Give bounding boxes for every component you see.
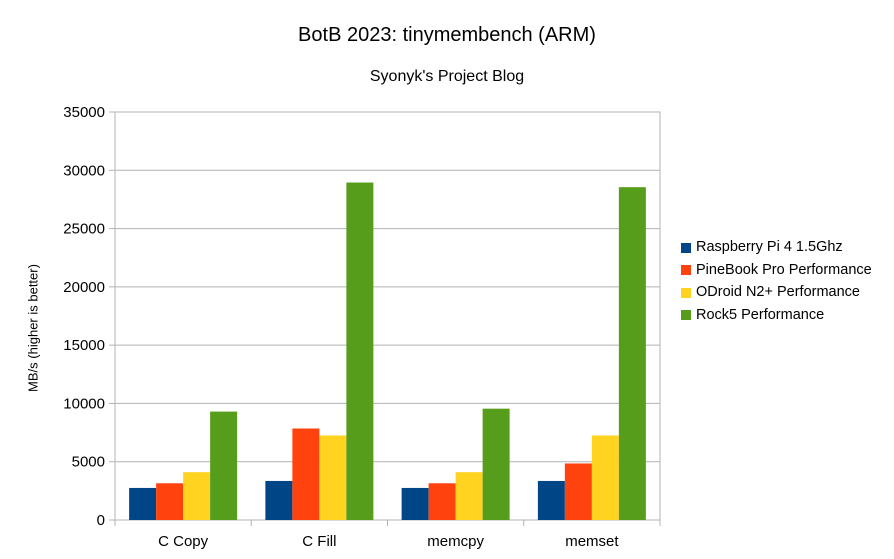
bar-c-fill-series-3	[346, 182, 374, 521]
y-tick-label: 15000	[63, 337, 105, 354]
y-tick-label: 0	[97, 512, 105, 529]
legend-label: ODroid N2+ Performance	[696, 284, 860, 300]
y-tick-label: 20000	[63, 279, 105, 296]
legend-item: ODroid N2+ Performance	[681, 281, 872, 304]
legend-swatch	[681, 242, 691, 253]
x-tick-label: memset	[565, 533, 619, 550]
legend-item: PineBook Pro Performance	[681, 259, 872, 282]
bar-c-copy-series-0	[129, 487, 157, 520]
bar-c-fill-series-2	[319, 435, 347, 520]
legend: Raspberry Pi 4 1.5Ghz PineBook Pro Perfor…	[681, 236, 872, 326]
bar-c-fill-series-1	[292, 428, 320, 520]
chart-title: BotB 2023: tinymembench (ARM)	[298, 24, 596, 46]
bar-memcpy-series-0	[401, 487, 429, 520]
y-tick-label: 35000	[63, 104, 105, 121]
bar-c-copy-series-1	[156, 483, 184, 520]
legend-item: Raspberry Pi 4 1.5Ghz	[681, 236, 872, 259]
y-tick-label: 10000	[63, 395, 105, 412]
bar-memset-series-3	[618, 187, 646, 520]
legend-label: Raspberry Pi 4 1.5Ghz	[696, 239, 843, 255]
legend-label: PineBook Pro Performance	[696, 261, 872, 278]
x-tick-label: memcpy	[427, 533, 484, 550]
legend-label: Rock5 Performance	[696, 306, 825, 323]
plot-frame	[114, 111, 661, 521]
bar-memset-series-2	[591, 435, 619, 520]
bar-memset-series-0	[537, 480, 565, 520]
bar-memset-series-1	[564, 463, 592, 520]
chart-subtitle: Syonyk's Project Blog	[369, 68, 525, 85]
legend-swatch	[681, 310, 691, 320]
bar-memcpy-series-2	[455, 472, 483, 520]
legend-item: Rock5 Performance	[681, 304, 872, 327]
bar-c-copy-series-3	[210, 411, 238, 520]
x-tick-label: C Fill	[302, 533, 336, 550]
bar-c-fill-series-0	[265, 480, 293, 520]
bar-c-copy-series-2	[183, 472, 211, 520]
x-tick-label: C Copy	[158, 533, 209, 550]
y-tick-label: 5000	[72, 454, 105, 471]
legend-swatch	[681, 265, 691, 275]
y-tick-label: 25000	[63, 221, 105, 238]
y-tick-label: 30000	[63, 162, 105, 179]
legend-swatch	[681, 287, 691, 298]
bar-memcpy-series-3	[482, 408, 510, 520]
bar-memcpy-series-1	[428, 483, 456, 520]
